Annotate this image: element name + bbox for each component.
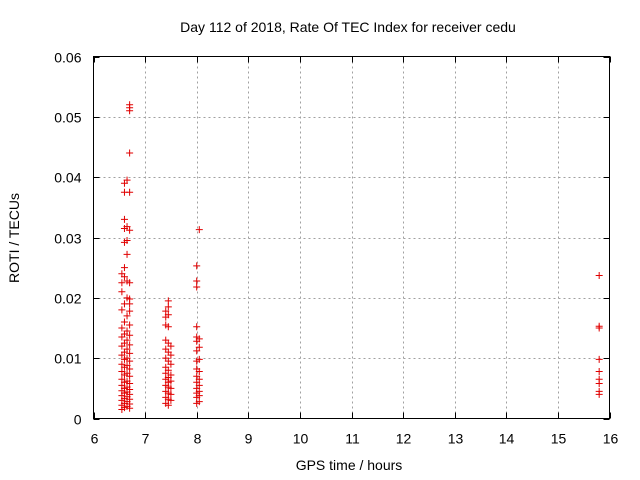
roti-point [123,336,131,344]
roti-point [123,327,131,335]
x-tick-label: 11 [345,431,360,447]
roti-point [167,371,175,379]
roti-point [126,279,134,287]
roti-point [126,188,134,196]
roti-point [123,345,131,353]
roti-point [164,303,172,311]
roti-point [164,311,172,319]
roti-point [193,323,201,331]
roti-point [195,381,203,389]
x-tick-label: 15 [551,431,567,447]
roti-point [123,312,131,320]
roti-point [126,357,134,365]
roti-point [123,223,131,231]
roti-point [123,361,131,369]
roti-point [123,250,131,258]
roti-point [123,237,131,245]
roti-point [126,380,134,388]
roti-point [195,375,203,383]
roti-point [167,342,175,350]
roti-point [595,322,603,330]
x-tick-label: 13 [448,431,464,447]
roti-point [167,396,175,404]
roti-point [595,387,603,395]
roti-point [167,351,175,359]
y-tick-label: 0.06 [54,50,81,66]
roti-point [164,401,172,409]
roti-point [120,318,128,326]
roti-point [120,273,128,281]
roti-point [118,367,126,375]
roti-point [118,288,126,296]
grid [93,56,610,419]
roti-point [595,375,603,383]
y-tick-label: 0.01 [54,351,81,367]
roti-point [195,343,203,351]
roti-point [167,384,175,392]
roti-point [126,386,134,394]
roti-point [195,335,203,343]
roti-point [123,176,131,184]
roti-point [595,367,603,375]
x-tick-label: 14 [499,431,515,447]
roti-point [193,277,201,285]
roti-point [126,331,134,339]
roti-point [595,355,603,363]
roti-point [167,390,175,398]
roti-point [195,387,203,395]
data-points [118,101,603,413]
y-axis-label: ROTI / TECUs [6,193,22,283]
axis-ticks: 6 7 8 9 10 11 12 13 14 15 16 0 0.01 0.02 0.03 0.04 0.05 0… [54,50,618,447]
roti-point [118,306,126,314]
roti-point [126,365,134,373]
roti-point [126,372,134,380]
x-tick-label: 12 [396,431,412,447]
roti-point [120,215,128,223]
roti-point [164,366,172,374]
roti-point [195,226,203,234]
roti-point [118,324,126,332]
roti-point [126,341,134,349]
x-tick-label: 7 [142,431,150,447]
roti-point [595,272,603,280]
roti-point [193,283,201,291]
roti-point [120,264,128,272]
roti-point [126,321,134,329]
roti-point [167,377,175,385]
x-tick-label: 9 [245,431,253,447]
y-tick-label: 0.05 [54,110,81,126]
roti-point [126,101,134,109]
y-tick-label: 0.02 [54,291,81,307]
roti-point [126,349,134,357]
x-tick-label: 8 [194,431,202,447]
roti-point [162,307,170,315]
x-tick-label: 6 [91,431,99,447]
roti-point [118,279,126,287]
roti-point [126,295,134,303]
roti-point [193,347,201,355]
chart-title: Day 112 of 2018, Rate Of TEC Index for r… [180,19,516,35]
roti-point [193,262,201,270]
y-tick-label: 0.04 [54,170,81,186]
roti-point [195,367,203,375]
roti-point [126,226,134,234]
roti-point [164,323,172,331]
x-tick-label: 10 [293,431,309,447]
x-axis-label: GPS time / hours [296,457,403,473]
x-tick-label: 16 [603,431,619,447]
roti-point [167,360,175,368]
roti-point [126,307,134,315]
roti-point [164,297,172,305]
roti-point [195,398,203,406]
roti-point [126,149,134,157]
y-tick-label: 0.03 [54,231,81,247]
plot-frame [93,56,610,419]
roti-point [195,355,203,363]
y-tick-label: 0 [74,412,82,428]
